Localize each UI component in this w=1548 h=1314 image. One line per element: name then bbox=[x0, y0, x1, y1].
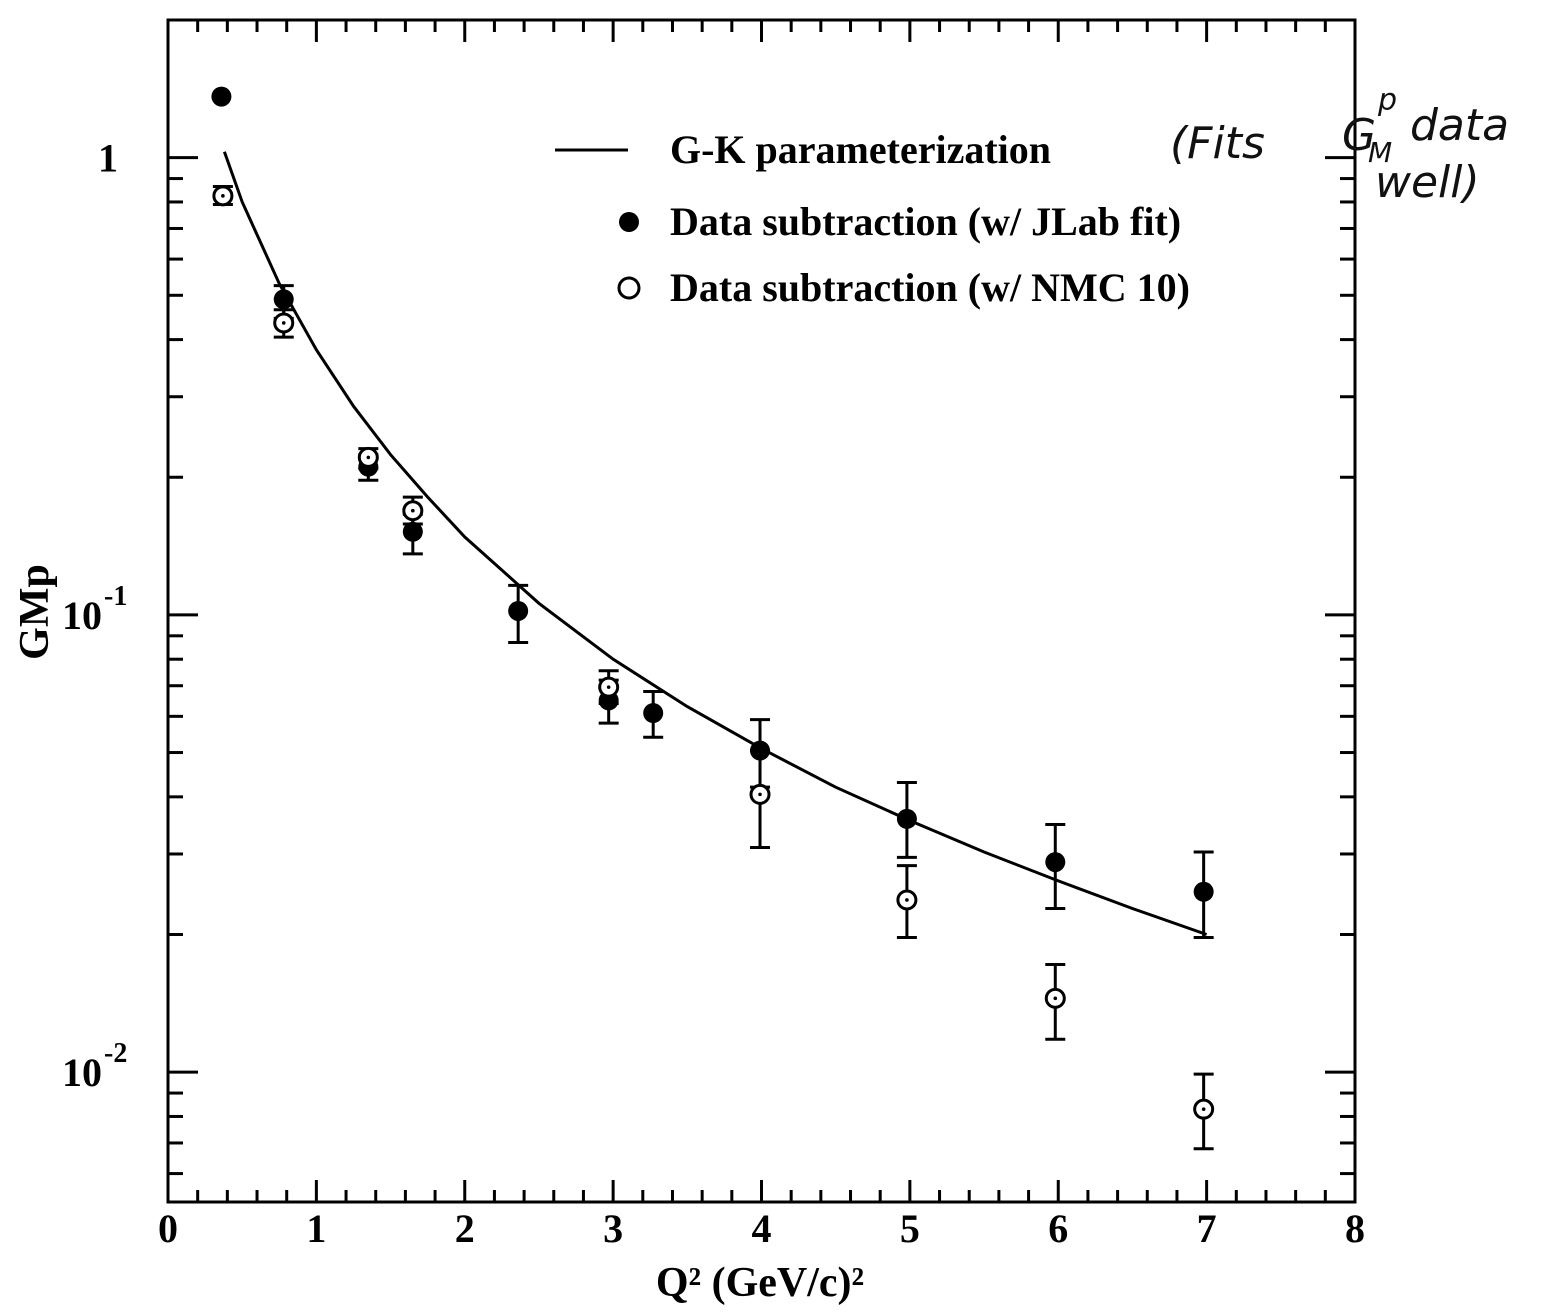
y-tick-exponent: -1 bbox=[104, 581, 127, 612]
jlab-point bbox=[402, 521, 423, 542]
legend-filled-marker bbox=[619, 212, 639, 232]
jlab-point bbox=[896, 808, 917, 829]
y-tick-exponent: -2 bbox=[104, 1038, 127, 1069]
y-tick-label: 1 bbox=[98, 136, 118, 181]
nmc-point-center bbox=[366, 455, 371, 460]
x-axis-title: Q² (GeV/c)² bbox=[656, 1260, 864, 1306]
x-tick-label: 8 bbox=[1345, 1206, 1365, 1251]
y-tick-label: 10 bbox=[62, 1050, 102, 1095]
x-tick-label: 5 bbox=[900, 1206, 920, 1251]
nmc-point-center bbox=[221, 194, 225, 198]
nmc-point-center bbox=[411, 508, 415, 513]
jlab-point bbox=[273, 289, 294, 310]
nmc-point-center bbox=[1201, 1107, 1206, 1111]
x-tick-label: 3 bbox=[603, 1206, 623, 1251]
plot-frame bbox=[166, 18, 1357, 1204]
x-tick-label: 7 bbox=[1197, 1206, 1217, 1251]
nmc-point-center bbox=[281, 321, 286, 325]
nmc-point-center bbox=[905, 898, 909, 902]
note-p: p bbox=[1377, 83, 1397, 118]
jlab-point bbox=[211, 86, 232, 107]
y-axis-title: GMp bbox=[12, 564, 58, 660]
x-tick-label: 0 bbox=[158, 1206, 178, 1251]
legend-label-jlab: Data subtraction (w/ JLab fit) bbox=[670, 199, 1181, 244]
legend: G-K parameterization Data subtraction (w… bbox=[555, 127, 1190, 310]
legend-label-gk: G-K parameterization bbox=[670, 127, 1051, 172]
x-tick-label: 6 bbox=[1048, 1206, 1068, 1251]
y-tick-label: 10 bbox=[62, 593, 102, 638]
note-well: well) bbox=[1375, 157, 1480, 208]
note-data: data bbox=[1410, 100, 1509, 151]
jlab-point bbox=[1193, 881, 1214, 902]
y-tick-labels: 110-110-2 bbox=[62, 136, 127, 1095]
legend-label-nmc: Data subtraction (w/ NMC 10) bbox=[670, 265, 1190, 310]
x-tick-label: 4 bbox=[752, 1206, 772, 1251]
jlab-point bbox=[643, 703, 664, 724]
x-tick-label: 1 bbox=[306, 1206, 326, 1251]
note-g: G bbox=[1342, 110, 1376, 161]
handwritten-note: (Fits G M p data well) bbox=[1170, 83, 1509, 208]
gk-curve bbox=[222, 151, 1208, 936]
note-m: M bbox=[1368, 136, 1392, 169]
series-layer bbox=[211, 86, 1215, 1151]
jlab-point bbox=[1045, 852, 1066, 873]
jlab-point bbox=[508, 600, 529, 621]
x-tick-labels: 0 1 2 3 4 5 6 7 8 bbox=[158, 1206, 1365, 1251]
nmc-point-center bbox=[1053, 996, 1058, 1001]
nmc-point-center bbox=[606, 685, 611, 689]
note-fits: (Fits bbox=[1170, 118, 1265, 169]
x-tick-label: 2 bbox=[455, 1206, 475, 1251]
nmc-point-center bbox=[758, 792, 762, 797]
axis-ticks bbox=[166, 18, 1357, 1202]
legend-open-marker bbox=[617, 276, 641, 300]
